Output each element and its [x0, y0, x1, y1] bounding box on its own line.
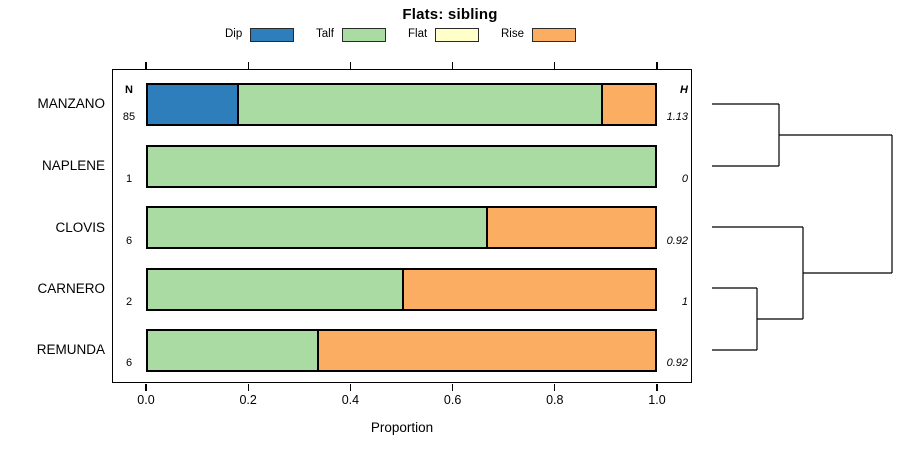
- h-value: 0.92: [666, 357, 688, 369]
- stacked-bar-carnero: [146, 267, 657, 311]
- row-label-manzano: MANZANO: [37, 96, 106, 111]
- row-label-carnero: CARNERO: [37, 281, 105, 296]
- bar-segment-rise: [316, 330, 655, 370]
- h-value: 1: [681, 296, 688, 308]
- axis-tick-bottom: [656, 384, 658, 391]
- axis-tick-label: 0.2: [239, 393, 257, 407]
- h-value: 1.13: [666, 111, 688, 123]
- axis-tick-label: 0.0: [137, 393, 155, 407]
- bar-segment-talf: [148, 269, 402, 309]
- axis-tick-top: [554, 62, 556, 69]
- x-axis-title: Proportion: [370, 420, 434, 435]
- stacked-bar-manzano: [146, 82, 657, 126]
- legend-item-flat: Flat: [408, 27, 480, 42]
- h-column-header: H: [680, 84, 688, 96]
- legend-swatch-flat: [435, 27, 480, 42]
- row-label-remunda: REMUNDA: [36, 342, 105, 357]
- axis-tick-top: [247, 62, 249, 69]
- axis-tick-bottom: [452, 384, 454, 391]
- n-column-header: N: [125, 84, 133, 96]
- legend-label: Rise: [501, 28, 525, 40]
- bar-segment-rise: [401, 269, 655, 309]
- n-value: 6: [125, 234, 133, 247]
- legend-swatch-talf: [341, 27, 386, 42]
- axis-tick-top: [349, 62, 351, 69]
- axis-tick-bottom: [349, 384, 351, 391]
- bar-segment-rise: [601, 84, 655, 124]
- axis-tick-label: 0.8: [546, 393, 564, 407]
- axis-tick-bottom: [145, 384, 147, 391]
- legend-item-dip: Dip: [225, 27, 295, 42]
- legend-item-talf: Talf: [316, 27, 386, 42]
- axis-tick-top: [656, 62, 658, 69]
- axis-tick-label: 0.6: [443, 393, 462, 407]
- bar-segment-talf: [148, 330, 317, 370]
- legend-label: Dip: [225, 28, 243, 40]
- legend-swatch-rise: [532, 27, 577, 42]
- bar-segment-rise: [486, 208, 655, 247]
- chart-title: Flats: sibling: [402, 6, 498, 23]
- legend-item-rise: Rise: [501, 27, 577, 42]
- stacked-bar-clovis: [146, 206, 657, 249]
- axis-tick-label: 0.4: [341, 393, 360, 407]
- n-value: 85: [122, 111, 136, 123]
- row-label-naplene: NAPLENE: [41, 158, 105, 173]
- h-value: 0.92: [666, 234, 688, 247]
- n-value: 6: [125, 357, 133, 369]
- axis-tick-label: 1.0: [648, 393, 666, 407]
- stacked-bar-naplene: [146, 144, 657, 188]
- axis-tick-top: [145, 62, 147, 69]
- legend-label: Talf: [316, 28, 334, 40]
- bar-segment-talf: [148, 208, 487, 247]
- axis-tick-top: [452, 62, 454, 69]
- axis-tick-bottom: [247, 384, 249, 391]
- bar-segment-talf: [237, 84, 602, 124]
- axis-tick-bottom: [554, 384, 556, 391]
- bar-segment-dip: [148, 84, 238, 124]
- n-value: 2: [125, 296, 133, 308]
- legend-swatch-dip: [250, 27, 295, 42]
- h-value: 0: [681, 173, 688, 185]
- stacked-bar-remunda: [146, 328, 657, 372]
- legend-label: Flat: [408, 28, 428, 40]
- bar-segment-talf: [148, 146, 655, 186]
- row-label-clovis: CLOVIS: [55, 219, 105, 235]
- n-value: 1: [125, 173, 133, 185]
